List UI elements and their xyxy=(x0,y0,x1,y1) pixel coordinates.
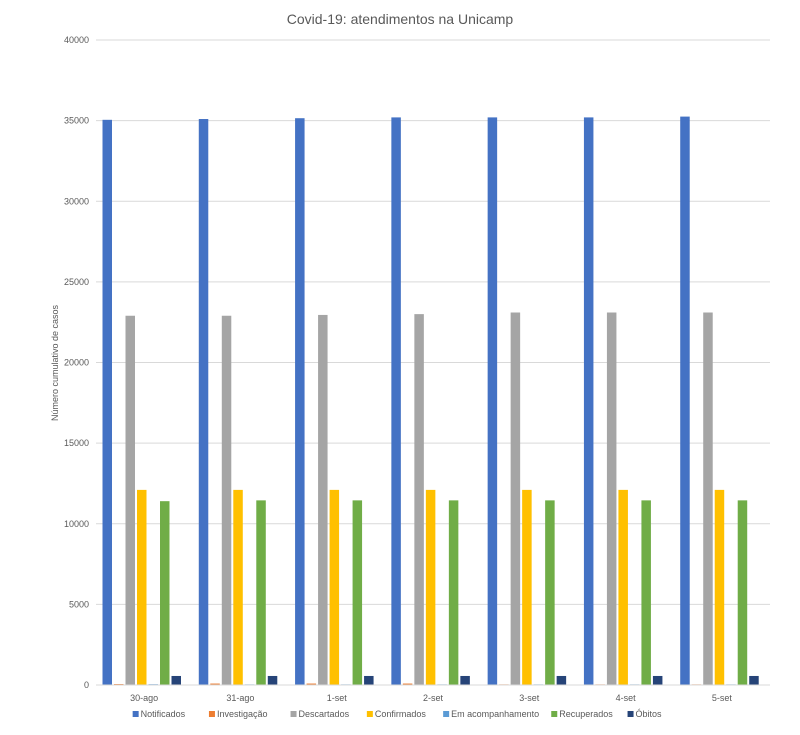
x-tick-label: 2-set xyxy=(423,693,444,703)
legend-item: Notificados xyxy=(132,709,186,719)
legend-label: Em acompanhamento xyxy=(451,709,539,719)
bar-recuperados-1 xyxy=(256,500,266,685)
legend: Notificados Investigação Descartados Confir… xyxy=(132,709,663,719)
y-tick-label: 5000 xyxy=(69,599,89,609)
bar-óbitos-3 xyxy=(460,675,470,685)
legend-label: Descartados xyxy=(299,709,350,719)
bar-óbitos-2 xyxy=(364,675,374,685)
legend-swatch xyxy=(366,711,373,717)
legend-item: Investigação xyxy=(208,709,268,719)
x-tick-label: 1-set xyxy=(327,693,348,703)
bar-recuperados-5 xyxy=(641,500,651,685)
x-tick-label: 30-ago xyxy=(130,693,158,703)
bar-recuperados-6 xyxy=(737,500,748,685)
legend-swatch xyxy=(551,711,558,717)
bar-confirmados-6 xyxy=(714,489,725,685)
legend-swatch xyxy=(208,711,215,717)
bar-óbitos-0 xyxy=(171,675,181,685)
legend-swatch xyxy=(132,711,139,717)
legend-swatch xyxy=(443,711,450,717)
bar-recuperados-0 xyxy=(160,501,170,685)
bar-recuperados-3 xyxy=(448,500,459,685)
bar-descartados-0 xyxy=(125,315,135,685)
legend-swatch xyxy=(627,711,634,717)
legend-item: Óbitos xyxy=(627,709,663,719)
bar-notificados-2 xyxy=(295,118,305,686)
bars xyxy=(102,116,759,686)
legend-label: Óbitos xyxy=(636,709,663,719)
y-tick-label: 40000 xyxy=(64,35,89,45)
bar-descartados-6 xyxy=(703,312,713,685)
bar-confirmados-1 xyxy=(233,489,243,685)
legend-label: Notificados xyxy=(141,709,186,719)
y-tick-label: 30000 xyxy=(64,196,89,206)
legend-swatch xyxy=(290,711,297,717)
gridlines xyxy=(96,39,770,605)
y-tick-label: 0 xyxy=(84,680,89,690)
legend-item: Descartados xyxy=(290,709,350,719)
bar-descartados-1 xyxy=(221,315,232,685)
bar-descartados-4 xyxy=(510,312,521,685)
bar-confirmados-5 xyxy=(618,489,628,685)
legend-item: Confirmados xyxy=(366,709,427,719)
bar-óbitos-1 xyxy=(267,675,278,685)
y-axis-title: Número cumulativo de casos xyxy=(50,304,60,421)
x-tick-label: 4-set xyxy=(616,693,637,703)
bar-notificados-5 xyxy=(583,117,594,685)
bar-notificados-6 xyxy=(680,116,690,685)
bar-confirmados-0 xyxy=(137,489,147,685)
bar-notificados-4 xyxy=(487,117,498,685)
bar-óbitos-4 xyxy=(556,675,567,685)
bar-investigação-3 xyxy=(402,683,413,685)
bar-notificados-0 xyxy=(102,119,112,686)
y-axis-ticks: 0 5000 10000 15000 20000 25000 30000 35000 40000 xyxy=(64,35,89,690)
x-axis-labels: 30-ago 31-ago 1-set 2-set 3-set 4-set 5-set xyxy=(130,693,732,703)
x-tick-label: 31-ago xyxy=(226,693,254,703)
y-tick-label: 20000 xyxy=(64,358,89,368)
bar-investigação-1 xyxy=(210,683,220,685)
chart-title: Covid-19: atendimentos na Unicamp xyxy=(287,11,514,27)
bar-óbitos-5 xyxy=(652,675,663,685)
legend-item: Recuperados xyxy=(551,709,613,719)
bar-recuperados-4 xyxy=(545,500,555,685)
y-tick-label: 25000 xyxy=(64,277,89,287)
bar-óbitos-6 xyxy=(749,675,759,685)
bar-investigação-2 xyxy=(306,683,317,685)
bar-descartados-3 xyxy=(414,314,424,685)
legend-label: Recuperados xyxy=(559,709,613,719)
y-tick-label: 10000 xyxy=(64,519,89,529)
bar-recuperados-2 xyxy=(352,500,363,685)
bar-confirmados-2 xyxy=(329,489,340,685)
bar-descartados-2 xyxy=(318,314,328,685)
legend-label: Investigação xyxy=(217,709,268,719)
x-tick-label: 5-set xyxy=(712,693,733,703)
legend-label: Confirmados xyxy=(375,709,427,719)
y-tick-label: 15000 xyxy=(64,438,89,448)
x-tick-label: 3-set xyxy=(519,693,540,703)
legend-item: Em acompanhamento xyxy=(443,709,539,719)
y-tick-label: 35000 xyxy=(64,116,89,126)
bar-confirmados-3 xyxy=(425,489,436,685)
bar-notificados-3 xyxy=(391,117,401,685)
bar-confirmados-4 xyxy=(522,489,532,685)
bar-descartados-5 xyxy=(606,312,617,685)
bar-notificados-1 xyxy=(198,119,209,685)
